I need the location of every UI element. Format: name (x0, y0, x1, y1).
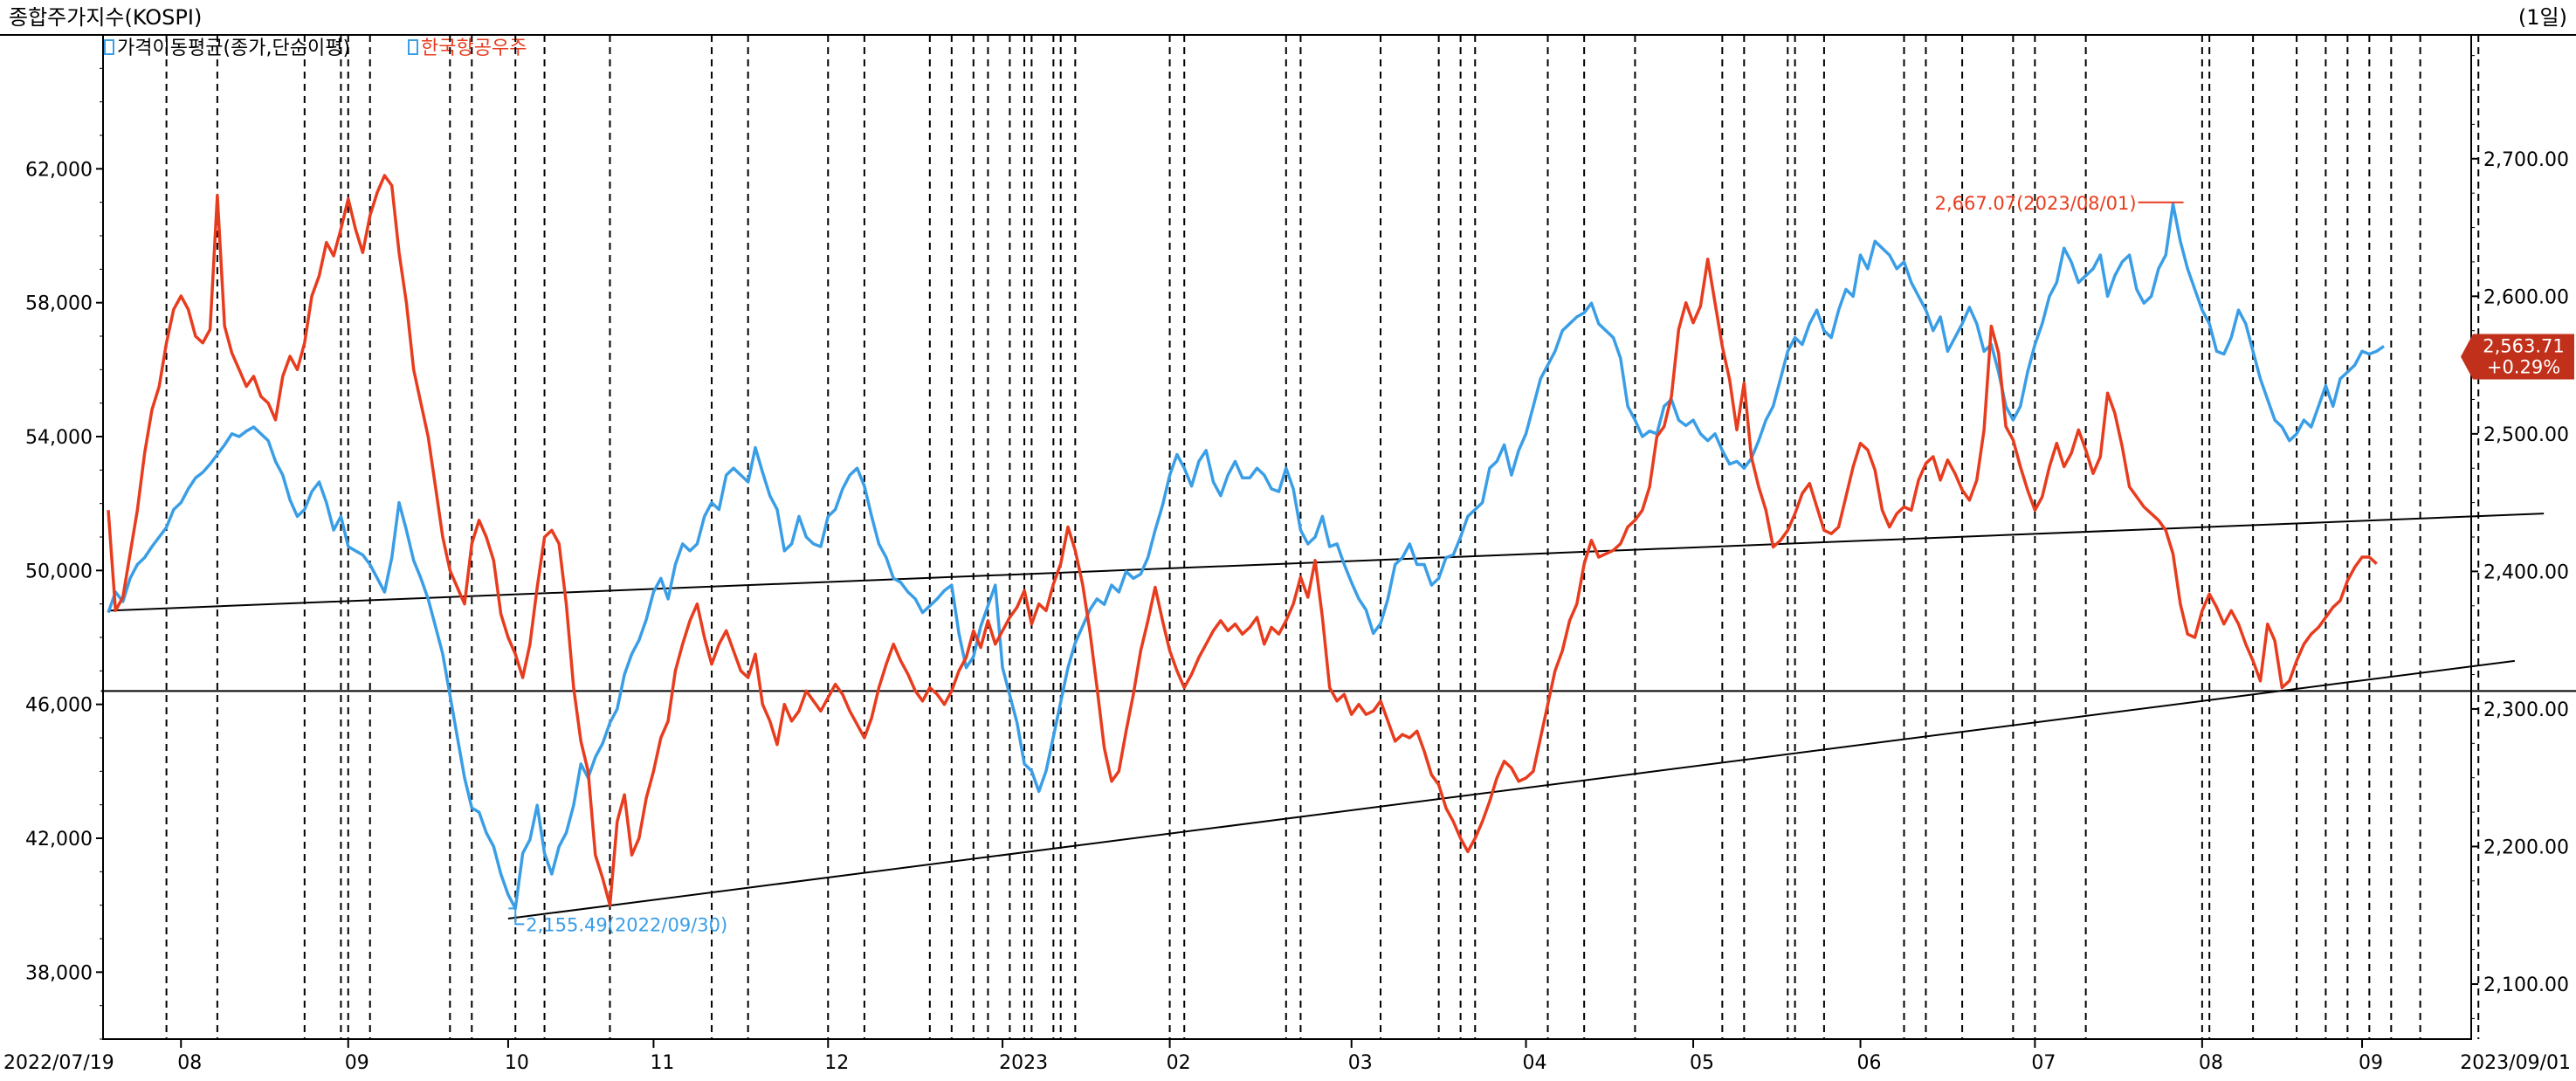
x-tick-label-13: 08 (2199, 1052, 2223, 1074)
x-tick-label-8: 03 (1348, 1052, 1373, 1074)
left-tick-label-2: 46,000 (25, 695, 93, 717)
x-tick-label-9: 04 (1523, 1052, 1547, 1074)
low-leader-line (508, 907, 525, 926)
x-tick-label-0: 2022/07/19 (3, 1052, 114, 1074)
left-tick-label-6: 62,000 (25, 159, 93, 181)
x-tick-label-15: 2023/09/01 (2460, 1052, 2571, 1074)
badge-change: +0.29% (2487, 356, 2560, 377)
legend-label-ma: 가격이동평균(종가,단순이평) (117, 38, 350, 59)
x-axis: 2022/07/19 08 09 10 11 12 2023 02 03 04 05 06 07 08 09… (3, 1039, 2571, 1074)
x-tick-label-7: 02 (1167, 1052, 1191, 1074)
series-lines (107, 174, 2386, 911)
right-tick-label-1: 2,200.00 (2483, 837, 2569, 858)
title-bar (0, 0, 2576, 35)
high-annotation-label: 2,667.07(2023/08/01) (1935, 193, 2137, 214)
series-line-kai (107, 174, 2378, 907)
left-tick-label-5: 58,000 (25, 293, 93, 315)
trendline-2 (507, 659, 2515, 919)
left-tick-label-1: 42,000 (25, 829, 93, 850)
legend: 가격이동평균(종가,단순이평) 한국항공우주 (104, 38, 527, 59)
x-tick-label-10: 05 (1690, 1052, 1714, 1074)
trend-lines (100, 513, 2576, 919)
right-tick-label-6: 2,700.00 (2483, 149, 2569, 171)
period-label: (1일) (2518, 5, 2567, 30)
right-tick-label-3: 2,400.00 (2483, 561, 2569, 583)
badge-value: 2,563.71 (2483, 335, 2565, 356)
legend-swatch-ma (104, 39, 114, 55)
badge-shape (2461, 334, 2574, 380)
plot-frame (102, 34, 2472, 1040)
x-tick-label-11: 06 (1857, 1052, 1882, 1074)
low-annotation-label: 2,155.49(2022/09/30) (526, 914, 727, 935)
right-tick-label-4: 2,500.00 (2483, 424, 2569, 446)
event-lines (165, 35, 2480, 1039)
legend-label-kai: 한국항공우주 (421, 38, 527, 59)
left-tick-label-0: 38,000 (25, 962, 93, 984)
x-tick-label-5: 12 (824, 1052, 849, 1074)
right-axis: 2,100.00 2,200.00 2,300.00 2,400.00 2,500.00… (2471, 55, 2569, 1019)
low-annotation: 2,155.49(2022/09/30) (508, 907, 727, 935)
right-tick-label-5: 2,600.00 (2483, 286, 2569, 308)
chart-title: 종합주가지수(KOSPI) (9, 5, 202, 30)
left-tick-label-3: 50,000 (25, 561, 93, 582)
x-tick-label-2: 09 (345, 1052, 369, 1074)
x-tick-label-14: 09 (2359, 1052, 2383, 1074)
trendline-0 (107, 513, 2545, 612)
last-value-badge: 2,563.71 +0.29% (2461, 334, 2574, 380)
left-axis: 38,000 42,000 46,000 50,000 54,000 58,000 62,0… (25, 34, 103, 1040)
high-annotation: 2,667.07(2023/08/01) (1935, 193, 2184, 214)
x-tick-label-12: 07 (2031, 1052, 2056, 1074)
x-tick-label-1: 08 (177, 1052, 202, 1074)
right-tick-label-2: 2,300.00 (2483, 699, 2569, 721)
legend-swatch-kai (408, 39, 418, 55)
left-tick-label-4: 54,000 (25, 427, 93, 449)
x-tick-label-4: 11 (650, 1052, 674, 1074)
x-tick-label-3: 10 (505, 1052, 529, 1074)
right-tick-label-0: 2,100.00 (2483, 974, 2569, 996)
x-tick-label-6: 2023 (999, 1052, 1048, 1074)
